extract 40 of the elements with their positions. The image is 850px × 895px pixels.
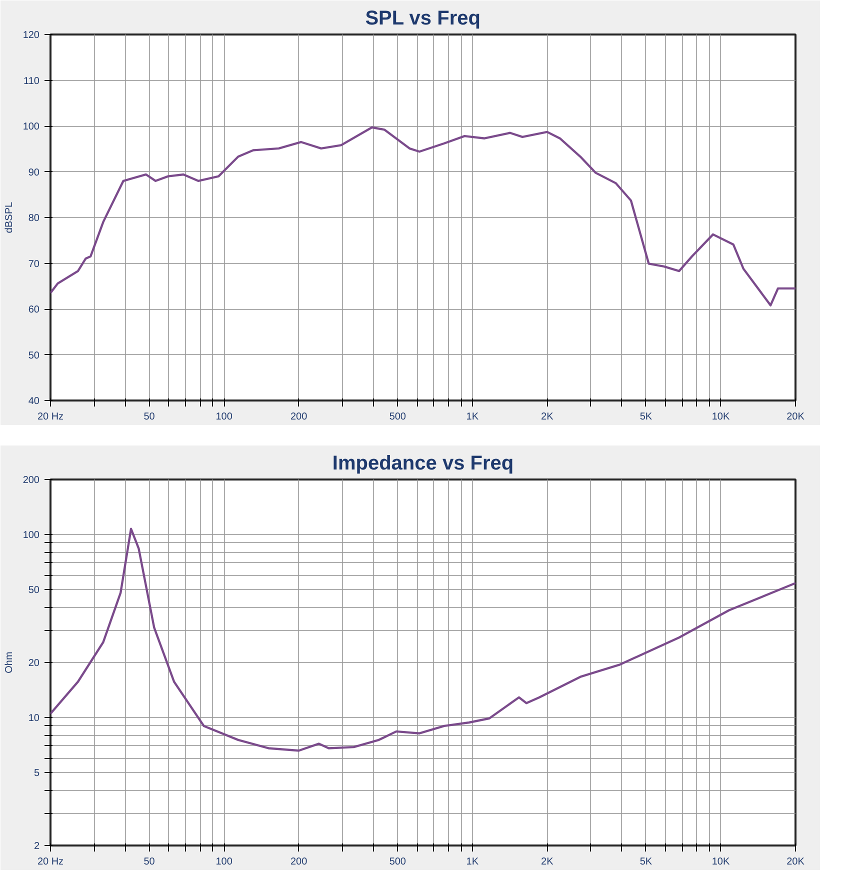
x-tick-label: 20K xyxy=(786,856,805,868)
x-tick-label: 100 xyxy=(216,856,233,868)
x-tick-label: 20K xyxy=(786,412,805,422)
y-tick-label: 200 xyxy=(22,475,40,486)
y-tick-label: 5 xyxy=(34,768,40,780)
x-tick-label: 1K xyxy=(466,412,479,422)
y-tick-label: 100 xyxy=(22,530,40,542)
x-tick-label: 1K xyxy=(466,856,479,868)
y-tick-label: 70 xyxy=(28,258,40,270)
y-tick-label: 20 xyxy=(28,658,40,669)
y-tick-label: 50 xyxy=(28,585,40,596)
x-tick-label: 500 xyxy=(389,412,406,422)
y-tick-label: 10 xyxy=(28,713,40,724)
x-tick-label: 500 xyxy=(389,856,406,868)
y-tick-label: 2 xyxy=(34,841,40,852)
y-tick-label: 90 xyxy=(28,167,40,178)
x-tick-label: 50 xyxy=(144,412,156,422)
x-tick-label: 50 xyxy=(144,856,156,868)
y-tick-label: 60 xyxy=(28,304,40,316)
x-tick-label: 20 Hz xyxy=(37,856,64,868)
x-tick-label: 2K xyxy=(541,412,554,422)
x-tick-label: 5K xyxy=(640,856,652,868)
y-tick-label: 80 xyxy=(28,213,40,224)
y-tick-label: 120 xyxy=(22,30,40,41)
y-axis-title: dBSPL xyxy=(4,201,15,234)
y-tick-label: 50 xyxy=(28,350,40,362)
x-tick-label: 2K xyxy=(541,856,554,868)
y-tick-label: 100 xyxy=(22,122,40,132)
x-tick-label: 100 xyxy=(216,412,233,422)
x-tick-label: 200 xyxy=(290,412,308,422)
chart-title: Impedance vs Freq xyxy=(332,452,514,474)
x-tick-label: 20 Hz xyxy=(37,412,64,422)
y-axis-title: Ohm xyxy=(4,652,15,674)
x-tick-label: 5K xyxy=(640,412,652,422)
x-tick-label: 10K xyxy=(712,856,730,868)
y-tick-label: 110 xyxy=(24,76,40,87)
y-tick-label: 40 xyxy=(28,396,40,407)
x-tick-label: 10K xyxy=(712,412,730,422)
x-tick-label: 200 xyxy=(290,856,308,868)
chart-title: SPL vs Freq xyxy=(365,8,480,30)
